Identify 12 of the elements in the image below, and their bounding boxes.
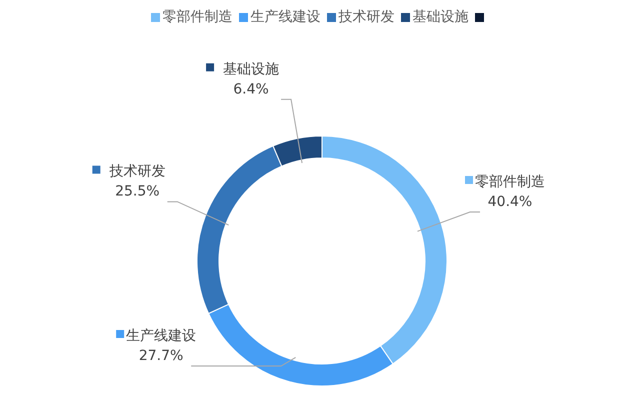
data-label: 27.7%	[138, 348, 184, 364]
legend-label: 技术研发	[108, 164, 166, 180]
legend-label: 生产线建设	[126, 328, 196, 344]
data-label: 25.5%	[115, 184, 160, 200]
category-label: 生产线建设	[250, 9, 320, 25]
legend-label: 基础设施	[223, 61, 280, 78]
data-label: 6.4%	[233, 81, 269, 98]
category-label: 零部件制造	[162, 9, 232, 25]
legend-label: 零部件制造	[475, 174, 546, 190]
category-label: 基础设施	[412, 9, 468, 25]
data-label: 40.4%	[488, 194, 532, 210]
category-label: 技术研发	[338, 9, 394, 25]
